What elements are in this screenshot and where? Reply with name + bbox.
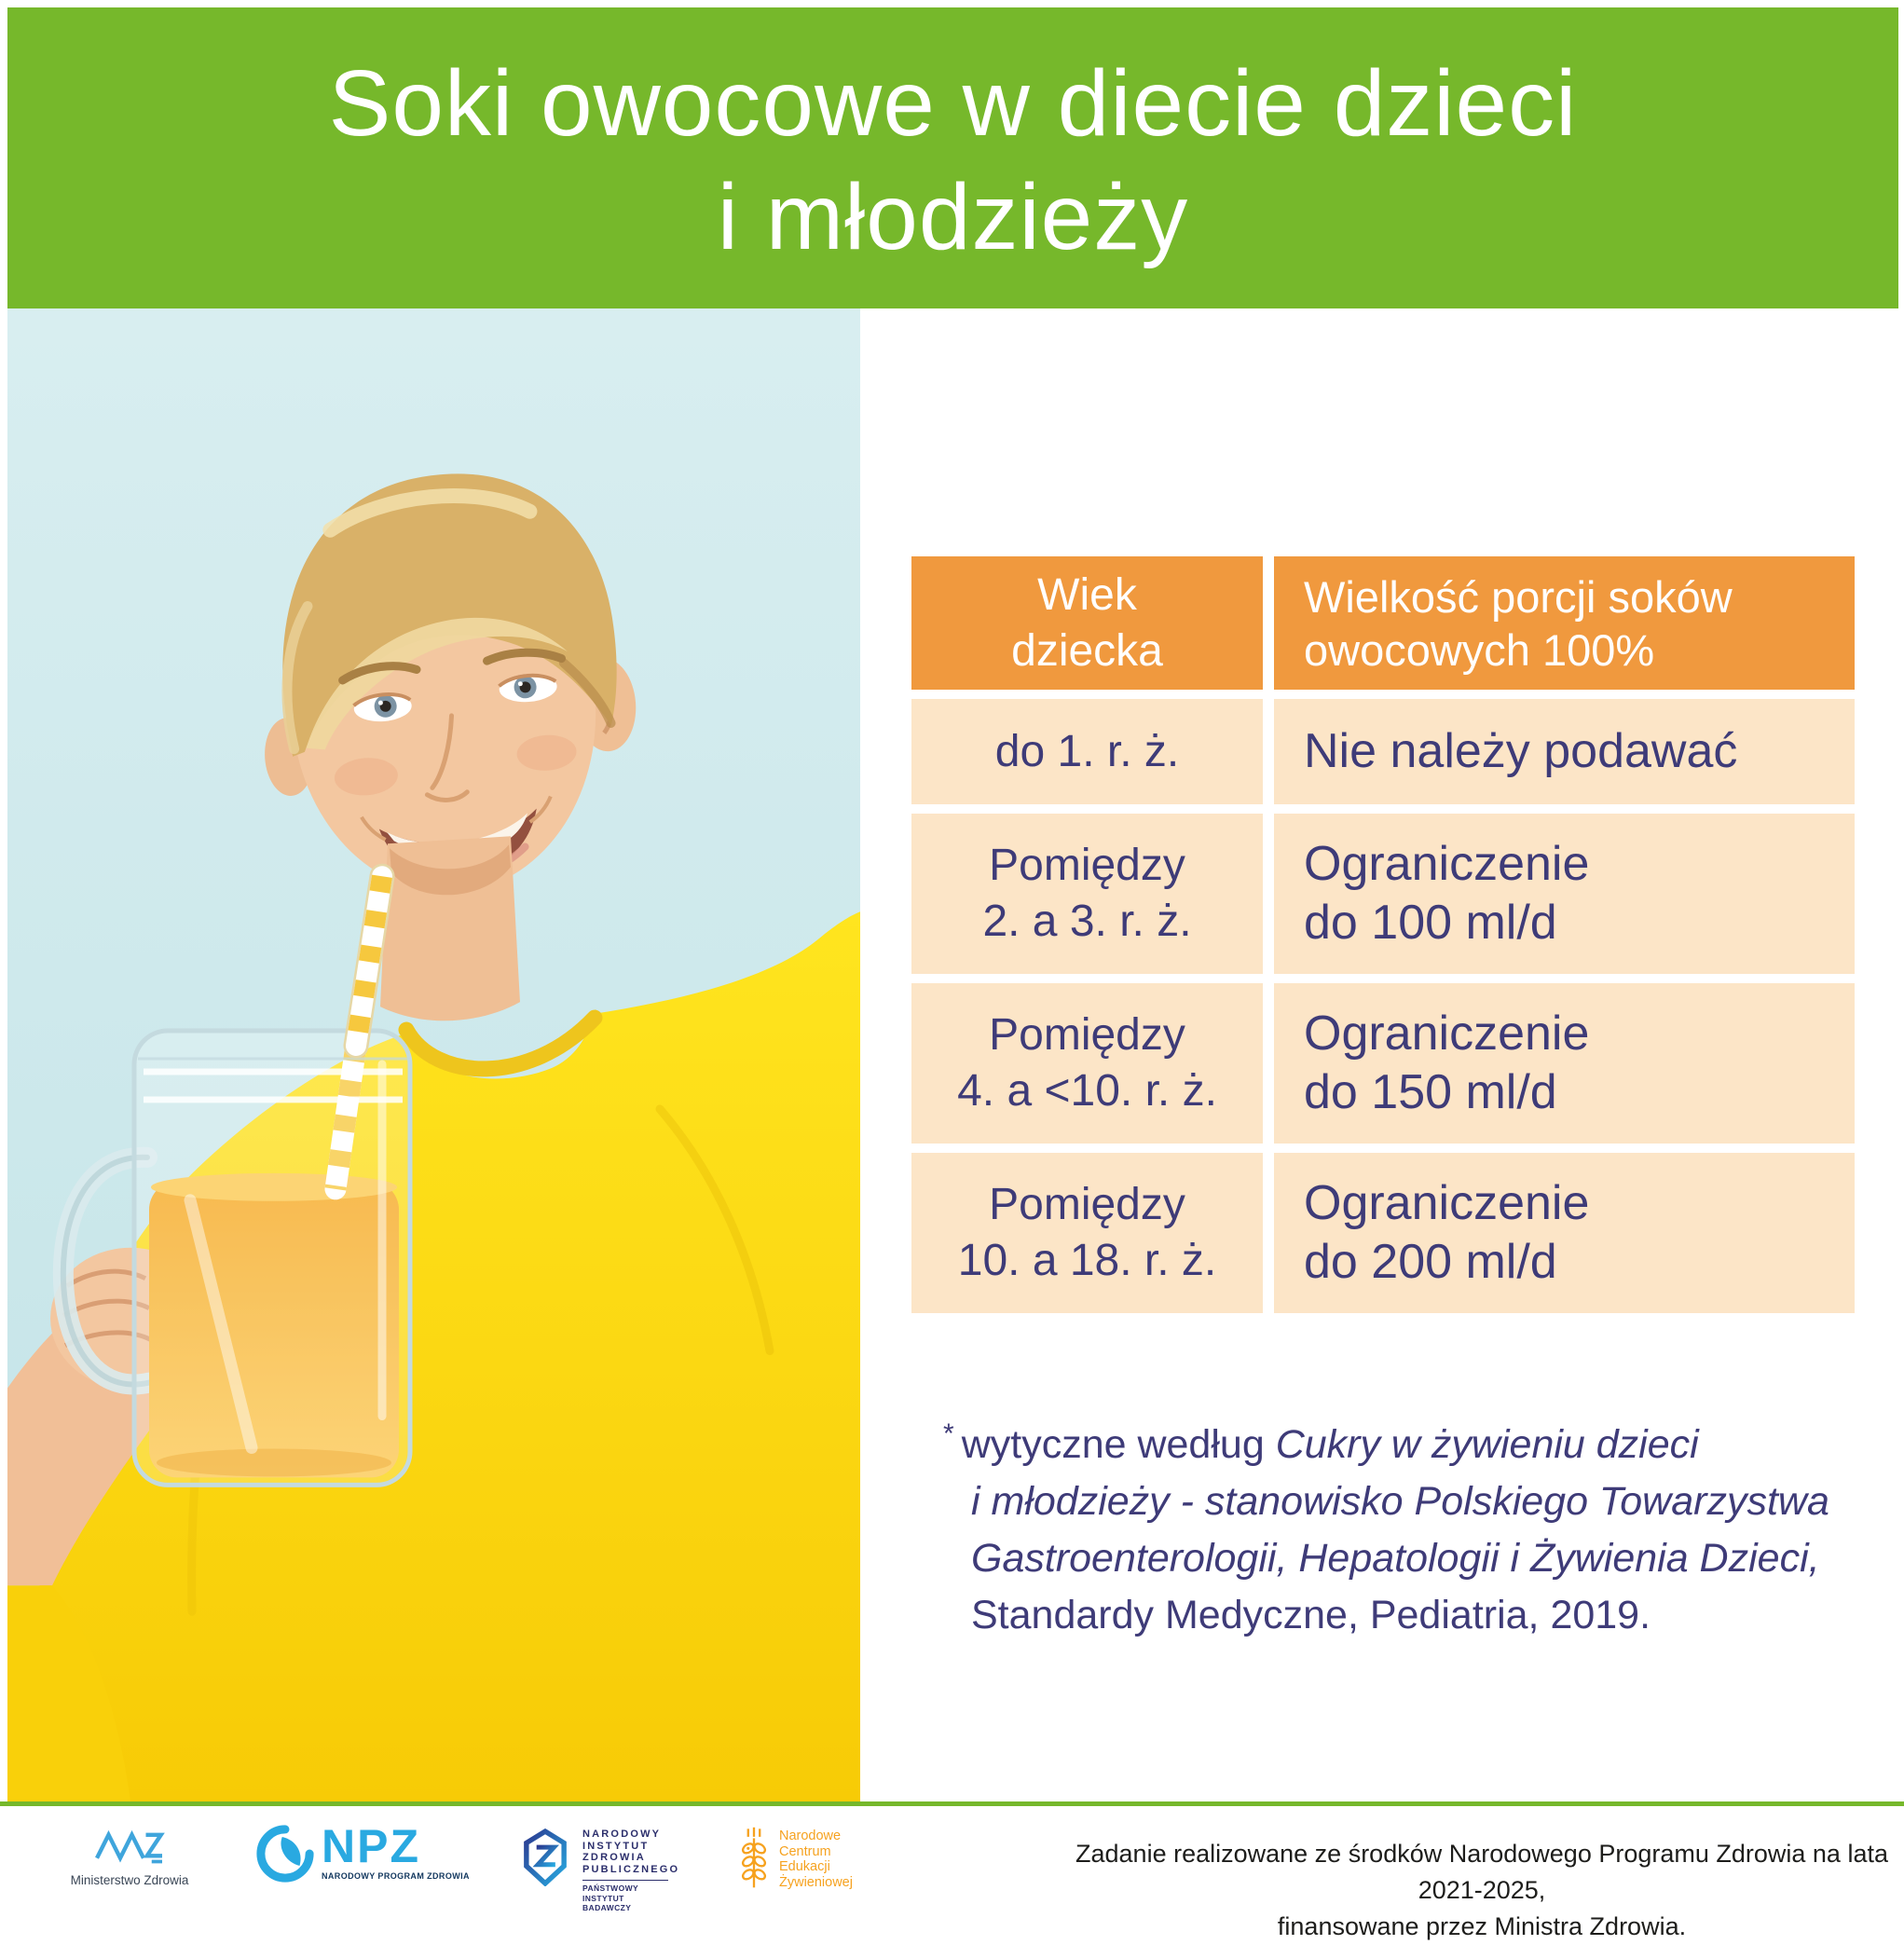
table-header-age: Wiek dziecka (911, 556, 1263, 690)
title-banner: Soki owocowe w diecie dzieci i młodzieży (7, 7, 1898, 308)
striped-straw (343, 863, 395, 1059)
orange-juice (149, 1181, 399, 1478)
npz-caption: NARODOWY PROGRAM ZDROWIA (322, 1871, 470, 1881)
age-cell: Pomiędzy 10. a 18. r. ż. (911, 1153, 1263, 1313)
yellow-tshirt (39, 911, 860, 1801)
ministerstwo-zdrowia-logo: Ministerstwo Zdrowia (60, 1827, 199, 1887)
source-footnote: * wytyczne według Cukry w żywieniu dzieci… (943, 1418, 1829, 1637)
juice-jar (52, 1028, 413, 1487)
age-cell: Pomiędzy 4. a <10. r. ż. (911, 983, 1263, 1144)
asterisk: * (943, 1418, 954, 1449)
table-header-portion: Wielkość porcji soków owocowych 100% (1274, 556, 1855, 690)
npz-abbr: NPZ (322, 1820, 420, 1872)
title-line-1: Soki owocowe w diecie dzieci (328, 51, 1578, 156)
page-title: Soki owocowe w diecie dzieci i młodzieży (7, 7, 1898, 274)
portion-cell: Ograniczenie do 100 ml/d (1274, 814, 1855, 974)
green-divider-line (0, 1801, 1904, 1806)
mz-zigzag-icon (95, 1829, 165, 1864)
pzh-hexagon-icon (524, 1829, 567, 1886)
portion-cell: Ograniczenie do 150 ml/d (1274, 983, 1855, 1144)
age-cell: do 1. r. ż. (911, 699, 1263, 804)
title-line-2: i młodzieży (717, 165, 1189, 269)
nose (430, 713, 455, 790)
boy-photo (7, 308, 860, 1801)
age-cell: Pomiędzy 2. a 3. r. ż. (911, 814, 1263, 974)
pzh-logo: NARODOWY INSTYTUT ZDROWIA PUBLICZNEGO PA… (518, 1829, 679, 1913)
portion-cell: Nie należy podawać (1274, 699, 1855, 804)
eyes (352, 673, 557, 722)
npz-swoosh-icon (256, 1825, 314, 1883)
npz-logo: NPZ NARODOWY PROGRAM ZDROWIA (256, 1820, 470, 1883)
funding-note: Zadanie realizowane ze środków Narodoweg… (1075, 1840, 1888, 1940)
footer: Ministerstwo Zdrowia NPZ NARODOWY PROGRA… (0, 1806, 1904, 1940)
hair (282, 473, 617, 757)
ncez-logo: Narodowe Centrum Edukacji Żywieniowej (740, 1827, 853, 1892)
juice-portion-table: Wiek dziecka Wielkość porcji soków owoco… (911, 556, 1855, 1313)
portion-cell: Ograniczenie do 200 ml/d (1274, 1153, 1855, 1313)
ncez-wheat-icon (741, 1827, 767, 1888)
mz-label: Ministerstwo Zdrowia (70, 1873, 189, 1887)
